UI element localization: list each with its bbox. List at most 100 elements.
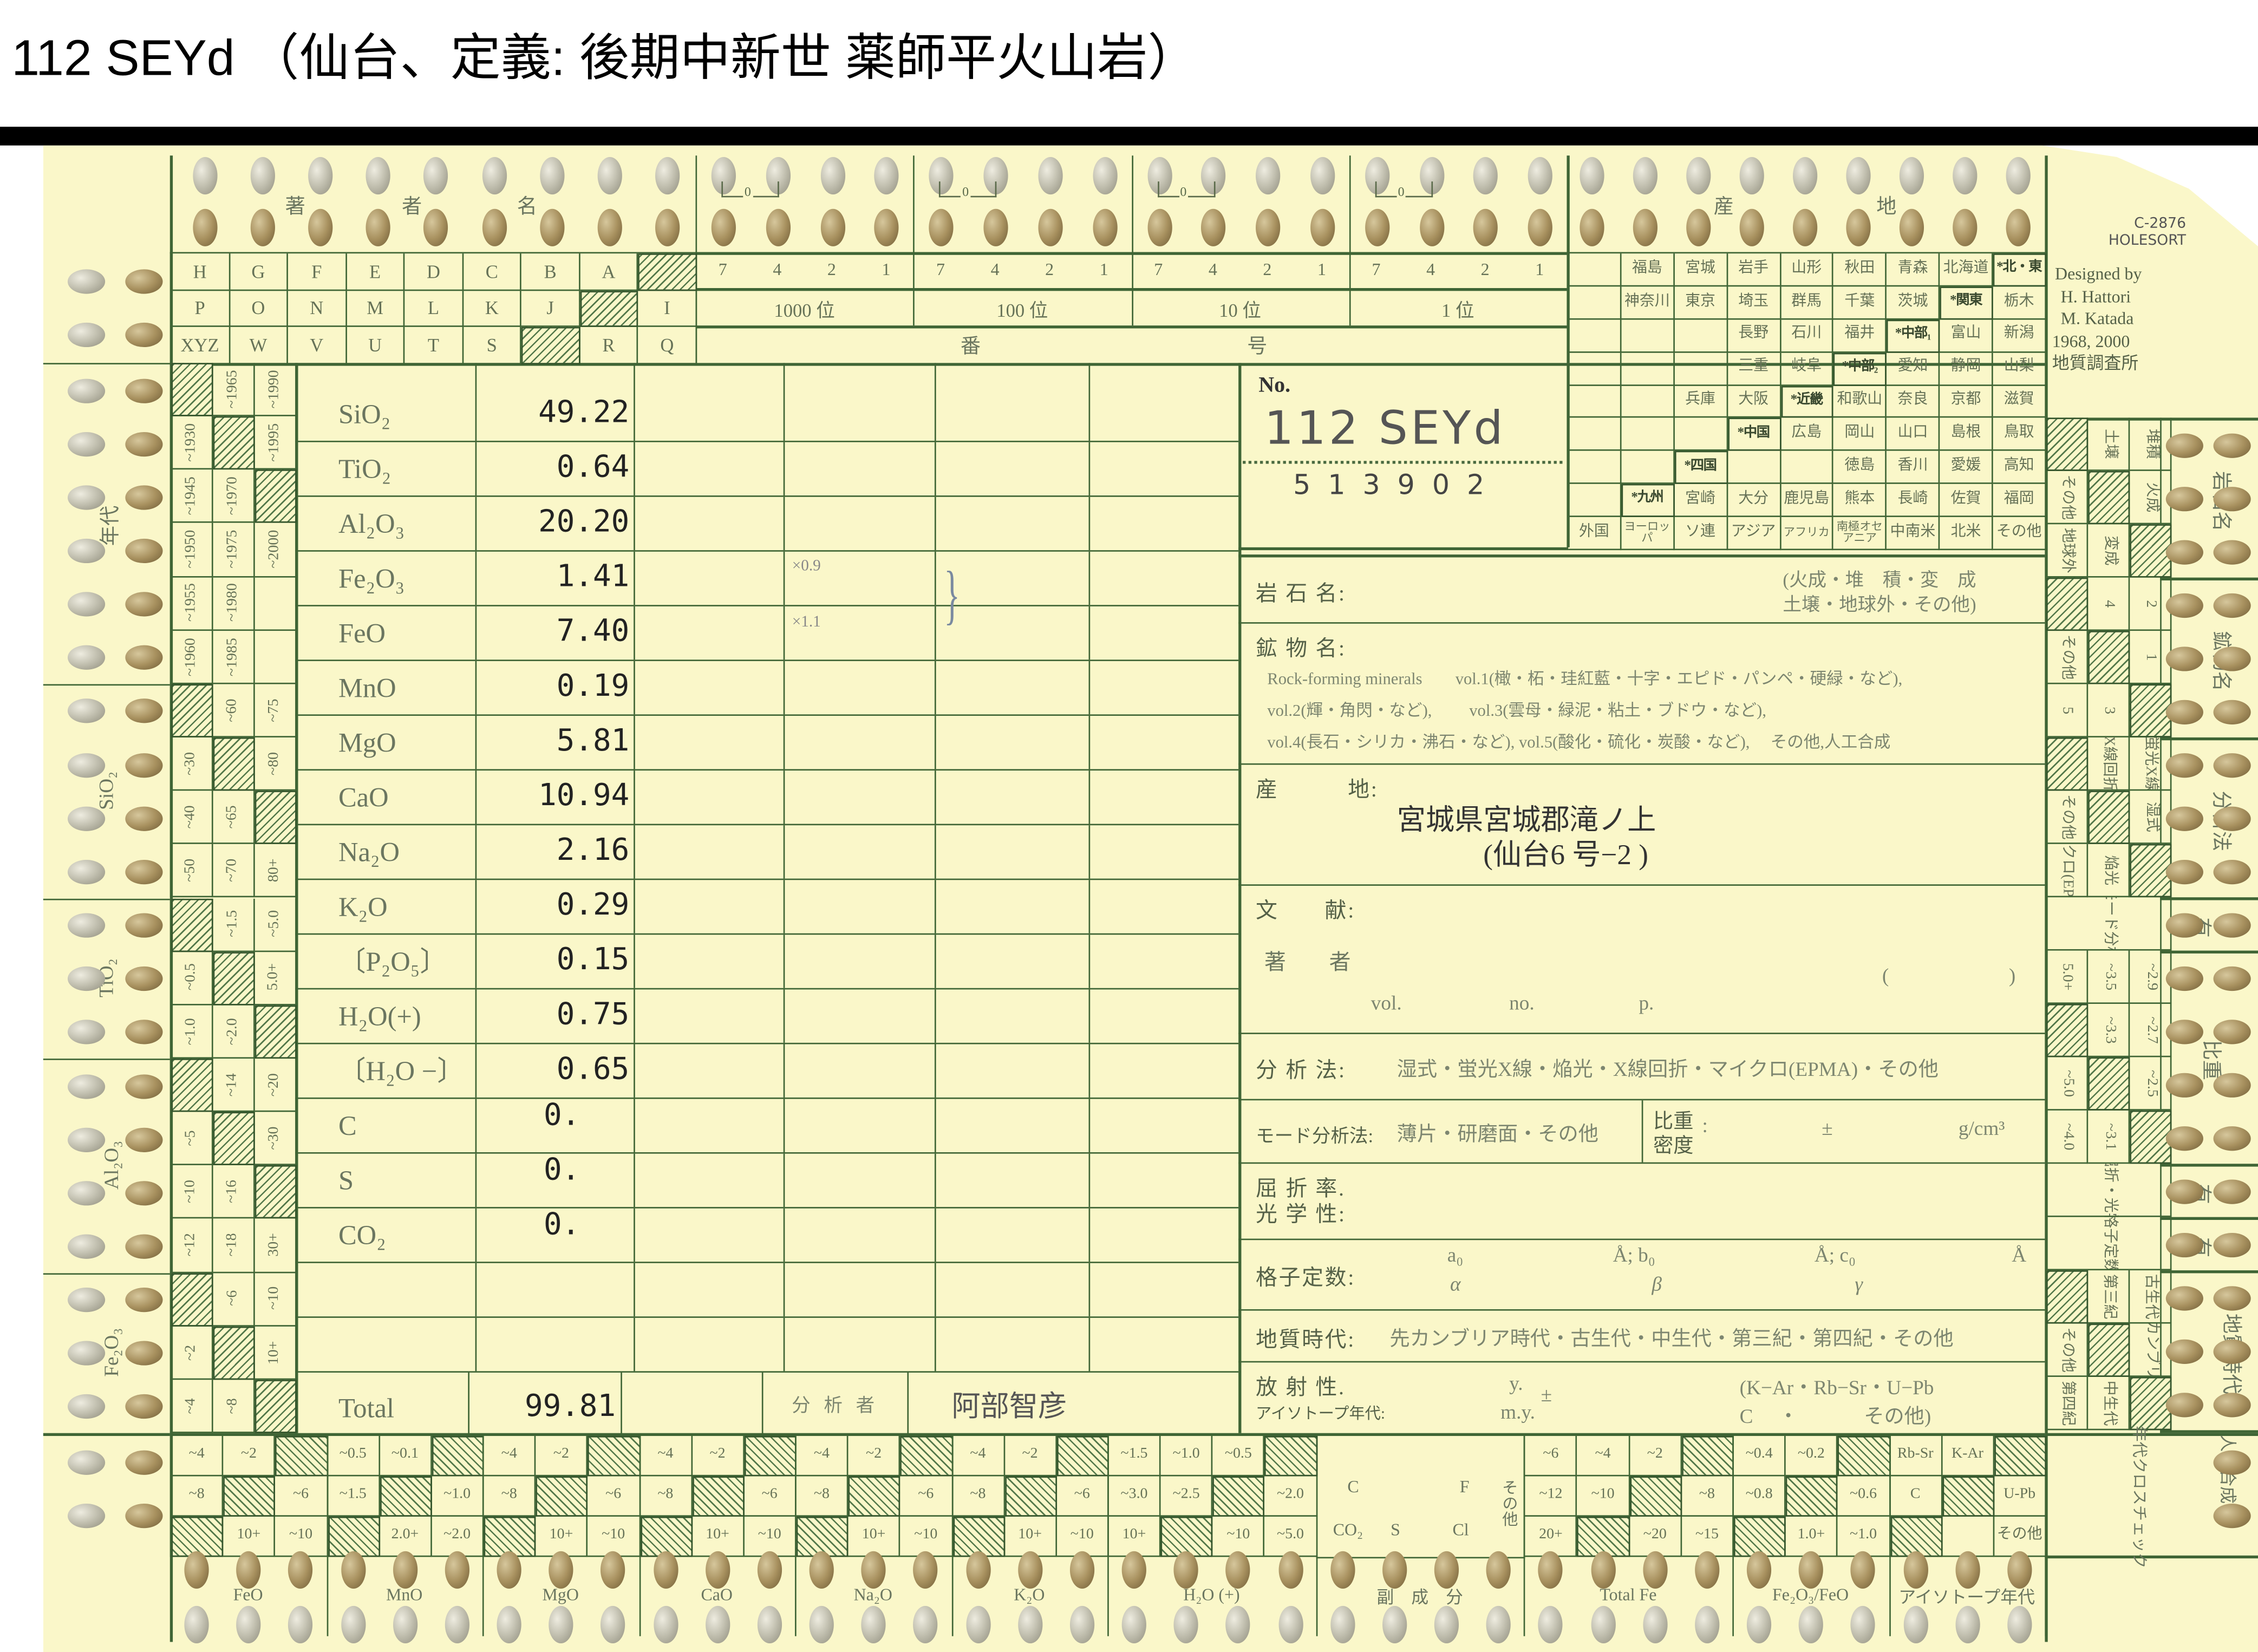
prefecture-cell: 神奈川 (1621, 286, 1675, 319)
cell-text: ~1.5 (1120, 1446, 1148, 1462)
bottom-strip-group: ~6 ~4 ~2 ~12 ~10 ~8 20+ ~20 ~15 (1524, 1436, 1734, 1557)
hatched-cell (692, 1476, 745, 1517)
punch-hole (2165, 1232, 2203, 1257)
punch-hole (1899, 208, 1924, 246)
prefecture-cell: 秋田 (1833, 253, 1887, 287)
oxide-name: C (295, 1099, 476, 1152)
oxide-value: 49.22 (476, 363, 635, 441)
fe2o3-factor: ×0.9 (792, 557, 821, 575)
prefecture-cell: 新潟 (1993, 319, 2047, 352)
hatched-cell (1629, 1476, 1682, 1517)
cell-text: ~1980 (224, 584, 240, 623)
prefecture-name: 宮城 (1685, 260, 1715, 276)
bottom-group-divider (795, 1557, 797, 1636)
prefecture-name: 茨城 (1897, 293, 1928, 309)
number-digit-label: 4 (990, 259, 1000, 280)
punch-hole (67, 592, 106, 617)
cell-text: ~10 (602, 1527, 625, 1543)
frame-line (1238, 363, 1242, 1433)
cell-text: ~0.1 (391, 1446, 419, 1462)
number-places-row: 1000 位 100 位 10 位 1 位 (696, 288, 1567, 325)
punch-hole (67, 1288, 106, 1313)
bottom-group-divider (1524, 1557, 1526, 1636)
number-digit-label: 4 (1208, 259, 1217, 280)
left-strip-row: ~2 10+ (169, 1326, 297, 1380)
number-digit-label: 2 (827, 259, 836, 280)
hatched-cell (588, 1436, 641, 1477)
blank-column (936, 880, 1089, 933)
punch-hole (1793, 156, 1818, 195)
left-strip-row: ~0.5 5.0+ (169, 951, 297, 1005)
prefecture-name: 鳥取 (2004, 425, 2034, 441)
punch-hole (497, 1605, 521, 1644)
punch-hole (1793, 208, 1818, 246)
bottom-strip-cell: ~0.2 (1786, 1436, 1838, 1477)
blank-column (936, 1099, 1089, 1152)
punch-hole (67, 859, 106, 885)
cell-text: ~2.5 (1172, 1486, 1200, 1503)
bottom-strip-cell: ~2 (1629, 1436, 1682, 1477)
punch-hole (2213, 1232, 2251, 1257)
bottom-strip-cell: ~2 (536, 1436, 588, 1477)
right-strip-row: その他 火成 (2045, 471, 2172, 525)
blank-column (1089, 1099, 1238, 1152)
hatched-cell (171, 1272, 213, 1327)
author-index-grid: H G F E D C B A P O N M L K J I XYZ W V U T S R Q (169, 252, 697, 364)
specific-gravity-label: 比重 (1653, 1112, 1694, 1134)
author-index-cell: U (347, 327, 405, 364)
hatched-cell (432, 1436, 484, 1477)
punch-hole (1747, 1605, 1772, 1644)
cell-text: ~6 (1074, 1486, 1090, 1503)
blank-column (936, 1044, 1089, 1098)
frame-line (2045, 417, 2258, 420)
cell-text: ~20 (1643, 1527, 1667, 1543)
prefecture-cell: 京都 (1940, 385, 1993, 419)
punch-hole (1434, 1551, 1459, 1589)
right-strip-row: ~5.0 ~2.5 (2045, 1057, 2172, 1111)
hatched-cell (380, 1476, 432, 1517)
oxide-value: 0.15 (476, 935, 635, 988)
specimen-info-panel: 岩 石 名: (火成・堆 積・変 成 土壌・地球外・その他) 鉱 物 名: Ro… (1238, 554, 2045, 1436)
zero-mark: 0 (743, 184, 753, 199)
cell-text: その他 (2059, 794, 2076, 840)
left-strip-cell: 5.0+ (254, 951, 297, 1005)
prefecture-cell: 千葉 (1833, 286, 1887, 319)
author-label-char: 著 (285, 197, 305, 219)
bottom-group-divider (1107, 1557, 1109, 1636)
hatched-cell (213, 737, 255, 791)
cell-text: ~6 (293, 1486, 309, 1503)
right-strip-cell: 屈折・光学 (2046, 1164, 2172, 1217)
punch-hole (2213, 1392, 2251, 1417)
blank-column (1089, 825, 1238, 878)
cell-text: ~20 (266, 1073, 282, 1096)
bottom-strip-cell: ~8 (796, 1476, 849, 1517)
bottom-strip-cell: ~4 (171, 1436, 224, 1477)
punch-hole (1017, 1551, 1042, 1589)
prefecture-cell (1621, 319, 1675, 352)
right-strip-row: 第四紀 中生代 (2045, 1376, 2172, 1431)
prefecture-name: アジア (1731, 524, 1776, 540)
prefecture-cell (1568, 352, 1622, 386)
cell-text: ~2000 (266, 530, 282, 569)
cell-text: ~8 (188, 1486, 205, 1503)
punch-hole (2213, 1018, 2251, 1044)
prefecture-name: 福井 (1844, 326, 1875, 342)
punch-hole (125, 699, 163, 724)
bottom-strip-cell: C (1890, 1476, 1942, 1517)
punch-hole (1528, 156, 1553, 195)
punch-hole (288, 1605, 314, 1644)
cell-text: XYZ (180, 334, 219, 356)
punch-hole (766, 208, 791, 246)
zero-bracket-mark: 0 (1375, 181, 1433, 199)
prefecture-cell: 茨城 (1887, 286, 1940, 319)
prefecture-cell: 山梨 (1993, 352, 2047, 386)
total-label: Total (295, 1372, 470, 1435)
cell-text: ~2.0 (443, 1527, 471, 1543)
punch-hole (2165, 646, 2203, 671)
left-group-divider (43, 1058, 170, 1061)
hatched-cell (2088, 791, 2130, 844)
hatched-cell (171, 684, 213, 738)
right-group-divider (2160, 577, 2258, 580)
frame-line (169, 1433, 2045, 1436)
punch-hole (2213, 486, 2251, 511)
